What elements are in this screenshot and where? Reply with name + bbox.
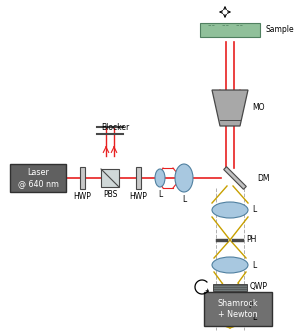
Bar: [10, 164, 66, 192]
Ellipse shape: [155, 169, 165, 187]
Text: QWP: QWP: [250, 282, 268, 292]
Bar: [200, 23, 260, 37]
Bar: [80, 167, 84, 189]
Text: L: L: [252, 313, 256, 322]
Text: PBS: PBS: [103, 190, 117, 199]
Bar: [216, 239, 228, 242]
Ellipse shape: [212, 310, 248, 326]
Text: Shamrock
+ Newton: Shamrock + Newton: [218, 299, 258, 319]
Bar: [135, 167, 141, 189]
Text: MO: MO: [252, 104, 265, 113]
Bar: [101, 169, 119, 187]
Text: L: L: [158, 190, 162, 199]
Polygon shape: [212, 90, 248, 126]
Text: L: L: [252, 260, 256, 269]
Text: Blocker: Blocker: [101, 123, 129, 132]
Text: PH: PH: [246, 235, 256, 245]
Bar: [204, 292, 272, 326]
Text: L: L: [182, 195, 186, 204]
Text: HWP: HWP: [129, 192, 147, 201]
Ellipse shape: [212, 202, 248, 218]
Bar: [213, 283, 247, 291]
Bar: [232, 239, 244, 242]
Text: DM: DM: [257, 174, 270, 183]
Text: L: L: [252, 206, 256, 214]
Text: HWP: HWP: [73, 192, 91, 201]
Polygon shape: [224, 167, 246, 189]
Ellipse shape: [175, 164, 193, 192]
Ellipse shape: [212, 257, 248, 273]
Bar: [216, 302, 244, 308]
Text: Laser
@ 640 nm: Laser @ 640 nm: [17, 168, 59, 188]
Text: Sample: Sample: [265, 25, 293, 34]
Text: P: P: [248, 301, 253, 309]
